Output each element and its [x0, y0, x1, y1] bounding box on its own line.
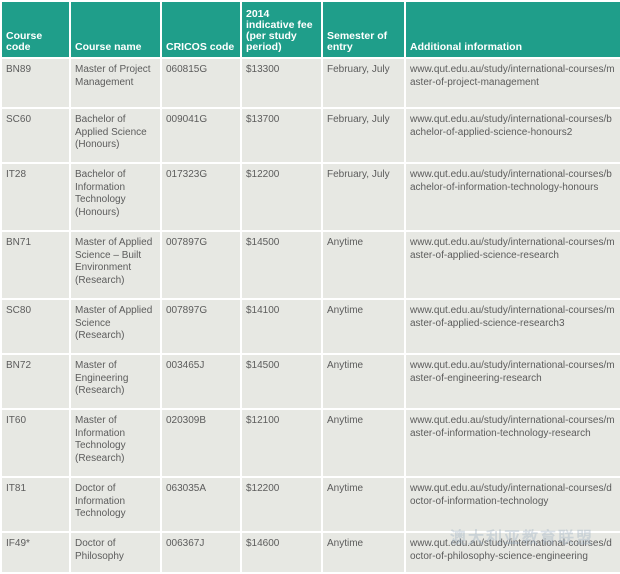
semester-cell: Anytime	[323, 355, 404, 408]
cricos-code-cell: 063035A	[162, 478, 240, 531]
info-url-cell: www.qut.edu.au/study/international-cours…	[406, 533, 620, 572]
table-row: IT60 Master of Information Technology (R…	[2, 410, 620, 476]
info-url-cell: www.qut.edu.au/study/international-cours…	[406, 478, 620, 531]
table-row: BN72 Master of Engineering (Research) 00…	[2, 355, 620, 408]
info-url-cell: www.qut.edu.au/study/international-cours…	[406, 109, 620, 162]
info-url-cell: www.qut.edu.au/study/international-cours…	[406, 59, 620, 107]
table-row: IT28 Bachelor of Information Technology …	[2, 164, 620, 230]
course-name-cell: Master of Project Management	[71, 59, 160, 107]
course-code-cell: BN72	[2, 355, 69, 408]
header-semester-of-entry: Semester of entry	[323, 2, 404, 57]
info-url-cell: www.qut.edu.au/study/international-cours…	[406, 410, 620, 476]
info-url-cell: www.qut.edu.au/study/international-cours…	[406, 164, 620, 230]
course-name-cell: Master of Applied Science (Research)	[71, 300, 160, 353]
course-code-cell: BN89	[2, 59, 69, 107]
info-url-cell: www.qut.edu.au/study/international-cours…	[406, 355, 620, 408]
course-name-cell: Master of Engineering (Research)	[71, 355, 160, 408]
fee-cell: $12200	[242, 164, 321, 230]
course-code-cell: IT28	[2, 164, 69, 230]
course-code-cell: IF49*	[2, 533, 69, 572]
table-row: BN71 Master of Applied Science – Built E…	[2, 232, 620, 298]
course-code-cell: BN71	[2, 232, 69, 298]
info-url-cell: www.qut.edu.au/study/international-cours…	[406, 232, 620, 298]
course-name-cell: Master of Information Technology (Resear…	[71, 410, 160, 476]
header-row: Course code Course name CRICOS code 2014…	[2, 2, 620, 57]
course-code-cell: IT81	[2, 478, 69, 531]
cricos-code-cell: 060815G	[162, 59, 240, 107]
semester-cell: February, July	[323, 109, 404, 162]
semester-cell: Anytime	[323, 300, 404, 353]
semester-cell: Anytime	[323, 232, 404, 298]
course-name-cell: Master of Applied Science – Built Enviro…	[71, 232, 160, 298]
cricos-code-cell: 009041G	[162, 109, 240, 162]
fee-cell: $14500	[242, 355, 321, 408]
semester-cell: Anytime	[323, 478, 404, 531]
header-indicative-fee: 2014 indicative fee (per study period)	[242, 2, 321, 57]
cricos-code-cell: 007897G	[162, 300, 240, 353]
cricos-code-cell: 003465J	[162, 355, 240, 408]
course-name-cell: Doctor of Information Technology	[71, 478, 160, 531]
course-name-cell: Doctor of Philosophy	[71, 533, 160, 572]
course-code-cell: SC80	[2, 300, 69, 353]
semester-cell: February, July	[323, 59, 404, 107]
fee-cell: $13700	[242, 109, 321, 162]
header-cricos-code: CRICOS code	[162, 2, 240, 57]
course-name-cell: Bachelor of Applied Science (Honours)	[71, 109, 160, 162]
header-course-name: Course name	[71, 2, 160, 57]
fee-cell: $12100	[242, 410, 321, 476]
course-name-cell: Bachelor of Information Technology (Hono…	[71, 164, 160, 230]
semester-cell: Anytime	[323, 410, 404, 476]
fee-cell: $14100	[242, 300, 321, 353]
cricos-code-cell: 007897G	[162, 232, 240, 298]
course-code-cell: SC60	[2, 109, 69, 162]
fee-cell: $13300	[242, 59, 321, 107]
fee-cell: $12200	[242, 478, 321, 531]
table-row: BN89 Master of Project Management 060815…	[2, 59, 620, 107]
semester-cell: Anytime	[323, 533, 404, 572]
header-course-code: Course code	[2, 2, 69, 57]
cricos-code-cell: 006367J	[162, 533, 240, 572]
cricos-code-cell: 020309B	[162, 410, 240, 476]
course-code-cell: IT60	[2, 410, 69, 476]
table-row: SC60 Bachelor of Applied Science (Honour…	[2, 109, 620, 162]
semester-cell: February, July	[323, 164, 404, 230]
table-row: IF49* Doctor of Philosophy 006367J $1460…	[2, 533, 620, 572]
cricos-code-cell: 017323G	[162, 164, 240, 230]
fee-cell: $14500	[242, 232, 321, 298]
header-additional-information: Additional information	[406, 2, 620, 57]
table-row: SC80 Master of Applied Science (Research…	[2, 300, 620, 353]
fee-cell: $14600	[242, 533, 321, 572]
info-url-cell: www.qut.edu.au/study/international-cours…	[406, 300, 620, 353]
table-row: IT81 Doctor of Information Technology 06…	[2, 478, 620, 531]
